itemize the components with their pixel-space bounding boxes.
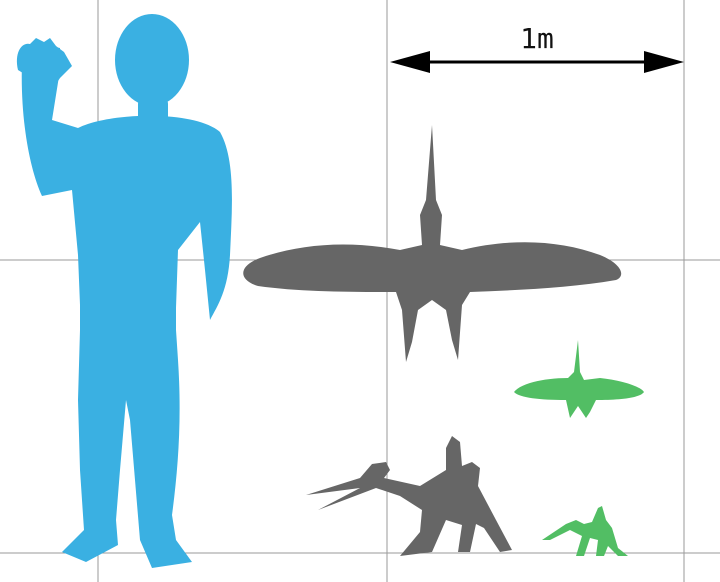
large-pterosaur-standing bbox=[306, 436, 512, 556]
human-silhouette bbox=[16, 14, 232, 568]
small-pterosaur-standing bbox=[542, 506, 628, 556]
small-pterosaur-flying bbox=[514, 340, 644, 418]
scale-label: 1m bbox=[520, 22, 554, 55]
scale-arrow bbox=[390, 51, 684, 73]
large-pterosaur-flying bbox=[243, 125, 622, 362]
